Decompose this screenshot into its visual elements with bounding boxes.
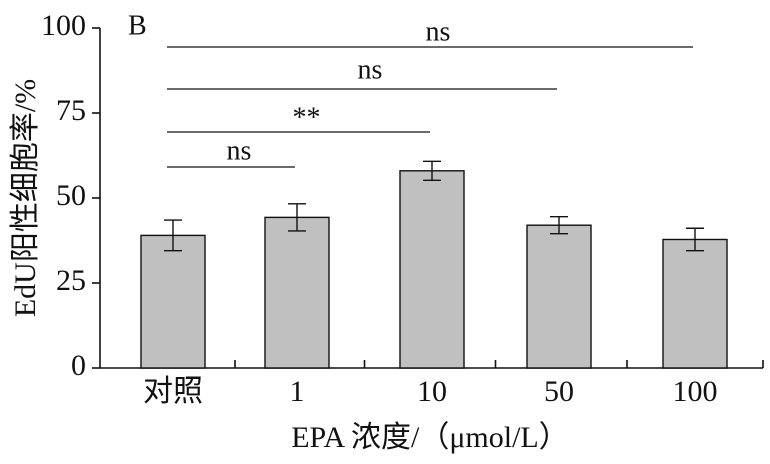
bar — [399, 170, 465, 369]
y-tick-label: 75 — [56, 94, 86, 127]
x-tick-label: 50 — [544, 375, 574, 408]
x-tick-label: 对照 — [143, 375, 203, 408]
x-tick-label: 10 — [417, 375, 447, 408]
y-axis-title: EdU阳性细胞率/% — [9, 79, 42, 317]
y-tick-label: 0 — [71, 349, 86, 382]
significance-label: ns — [227, 135, 252, 166]
x-axis-title: EPA 浓度/（μmol/L） — [291, 421, 569, 454]
y-tick-label: 50 — [56, 179, 86, 212]
y-tick-label: 25 — [56, 264, 86, 297]
significance-label: ns — [358, 54, 383, 85]
x-tick-label: 1 — [290, 375, 305, 408]
x-tick-label: 100 — [673, 375, 718, 408]
significance-label: ** — [293, 102, 321, 133]
y-tick-label: 100 — [41, 9, 86, 42]
bar — [140, 234, 206, 369]
panel-label: B — [128, 10, 147, 41]
plot-area: 0 25 50 75 100 对照 1 10 50 100 ns ns ** ns — [41, 9, 764, 408]
bar — [264, 216, 330, 369]
significance-label: ns — [426, 16, 451, 47]
bar — [662, 238, 728, 369]
bar — [526, 224, 592, 369]
